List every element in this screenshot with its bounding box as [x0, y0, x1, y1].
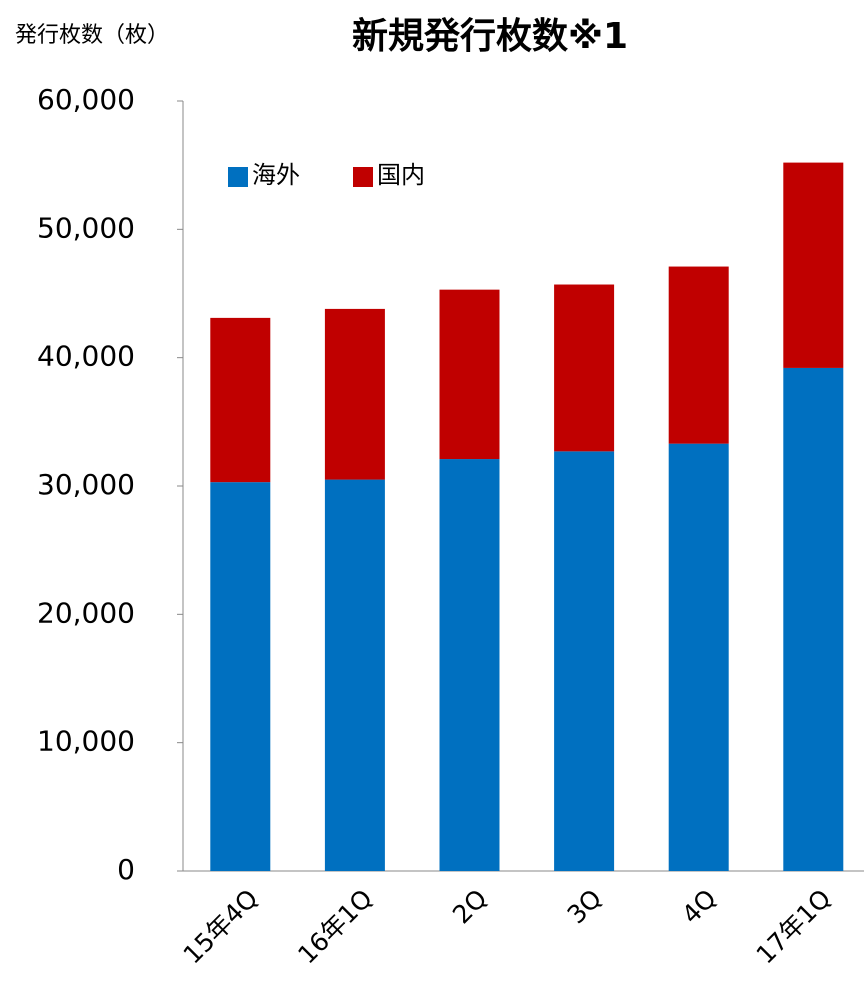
- y-axis-label: 発行枚数（枚）: [15, 23, 169, 48]
- y-tick-label: 60,000: [37, 83, 135, 116]
- x-tick-label: 16年1Q: [292, 884, 378, 970]
- legend-swatch: [353, 167, 373, 187]
- bar-segment: [439, 459, 500, 871]
- bar-segment: [783, 367, 844, 871]
- bar-segment: [783, 162, 844, 368]
- x-tick-label: 2Q: [447, 884, 493, 930]
- legend-swatch: [228, 167, 248, 187]
- x-tick-label: 4Q: [676, 884, 722, 930]
- bar-segment: [439, 289, 500, 460]
- bar-segment: [324, 479, 385, 871]
- y-tick-label: 0: [117, 853, 135, 886]
- y-tick-label: 10,000: [37, 725, 135, 758]
- bar-segment: [668, 443, 729, 871]
- bar-segment: [668, 266, 729, 444]
- x-tick-label: 17年1Q: [751, 884, 837, 970]
- chart-title: 新規発行枚数※1: [352, 16, 628, 57]
- bar-segment: [554, 284, 615, 452]
- x-tick-label: 3Q: [562, 884, 608, 930]
- x-tick-label: 15年4Q: [178, 884, 264, 970]
- y-tick-label: 40,000: [37, 340, 135, 373]
- legend-label: 海外: [252, 161, 300, 189]
- y-tick-label: 30,000: [37, 468, 135, 501]
- y-tick-label: 20,000: [37, 596, 135, 629]
- legend-label: 国内: [377, 161, 425, 189]
- bar-segment: [210, 482, 271, 871]
- bar-segment: [554, 451, 615, 871]
- y-tick-label: 50,000: [37, 211, 135, 244]
- bar-segment: [210, 317, 271, 483]
- bar-segment: [324, 308, 385, 480]
